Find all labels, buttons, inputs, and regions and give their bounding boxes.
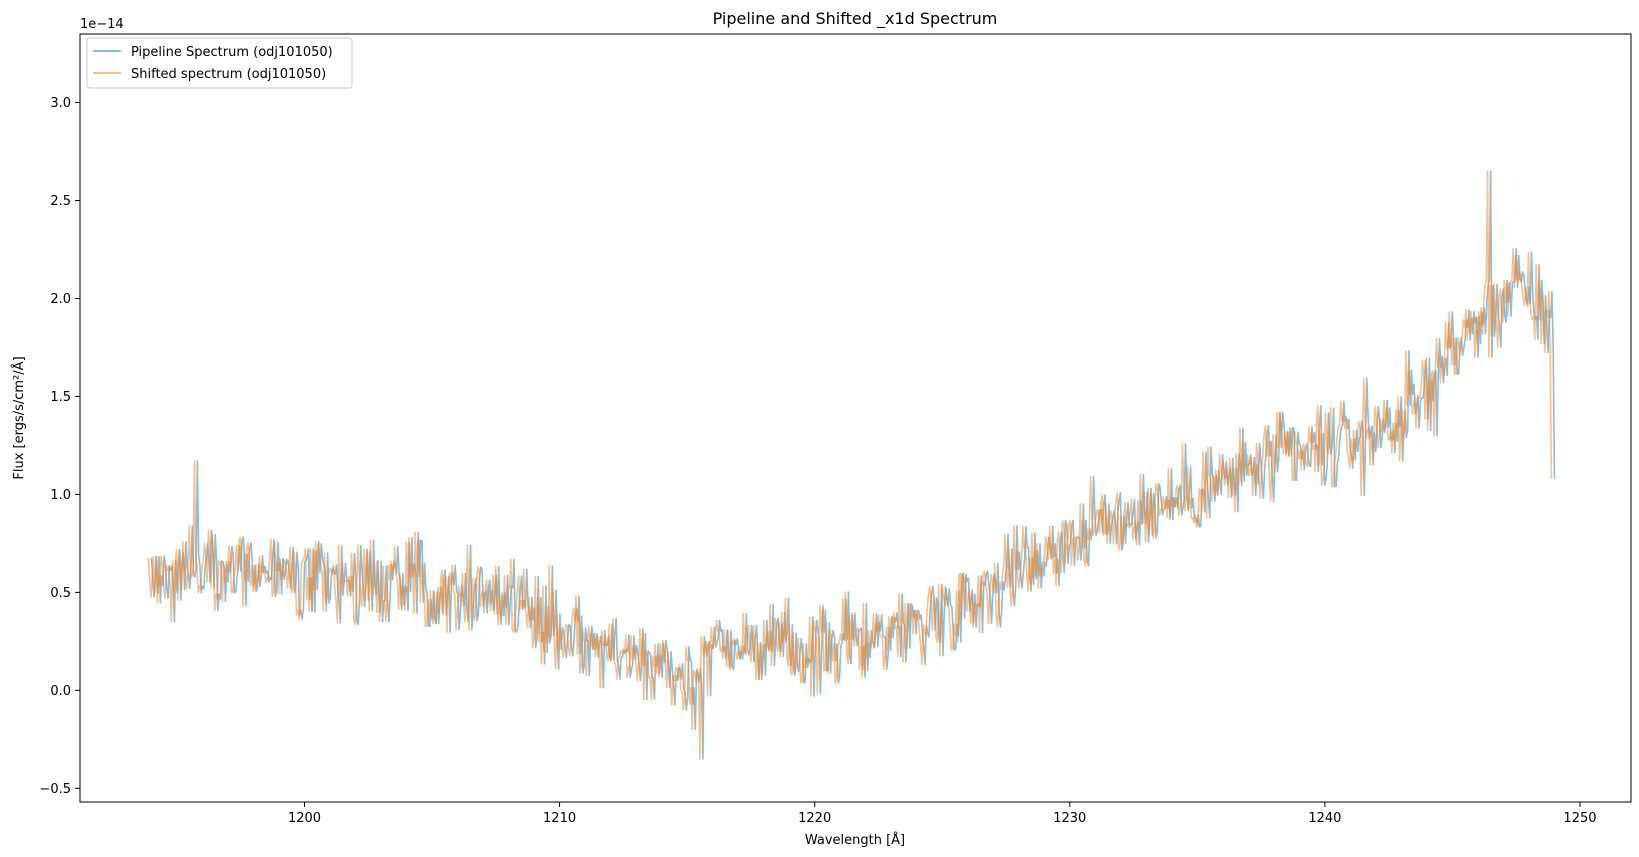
y-tick-label: 1.0 <box>50 488 71 503</box>
y-offset-text: 1e−14 <box>80 17 124 32</box>
x-tick-label: 1250 <box>1563 811 1596 826</box>
y-tick-label: 2.0 <box>50 292 71 307</box>
y-tick-label: 0.5 <box>50 586 71 601</box>
x-tick-label: 1220 <box>798 811 831 826</box>
series-line-shifted <box>147 170 1553 760</box>
legend-box <box>86 37 353 89</box>
x-tick-label: 1230 <box>1053 811 1086 826</box>
x-axis-label: Wavelength [Å] <box>805 832 905 848</box>
plot-frame <box>79 33 1632 803</box>
y-tick-label: 1.5 <box>50 390 71 405</box>
series-lines <box>147 170 1556 760</box>
y-axis-label: Flux [ergs/s/cm²/Å] <box>11 356 27 479</box>
legend-label-pipeline: Pipeline Spectrum (odj101050) <box>131 45 333 60</box>
y-tick-label: 0.0 <box>50 684 71 699</box>
x-tick-label: 1240 <box>1308 811 1341 826</box>
y-tick-label: 2.5 <box>50 194 71 209</box>
legend: Pipeline Spectrum (odj101050) Shifted sp… <box>86 37 353 89</box>
legend-label-shifted: Shifted spectrum (odj101050) <box>131 67 326 82</box>
x-axis: 1200 1210 1220 1230 1240 1250 <box>288 802 1597 826</box>
plot-area <box>147 170 1556 760</box>
x-tick-label: 1200 <box>288 811 321 826</box>
chart-title: Pipeline and Shifted _x1d Spectrum <box>713 9 998 29</box>
x-tick-label: 1210 <box>543 811 576 826</box>
series-line-pipeline <box>150 170 1556 760</box>
y-tick-label: −0.5 <box>39 782 71 797</box>
y-axis: −0.5 0.0 0.5 1.0 1.5 2.0 2.5 3.0 <box>39 96 80 797</box>
y-tick-label: 3.0 <box>50 96 71 111</box>
